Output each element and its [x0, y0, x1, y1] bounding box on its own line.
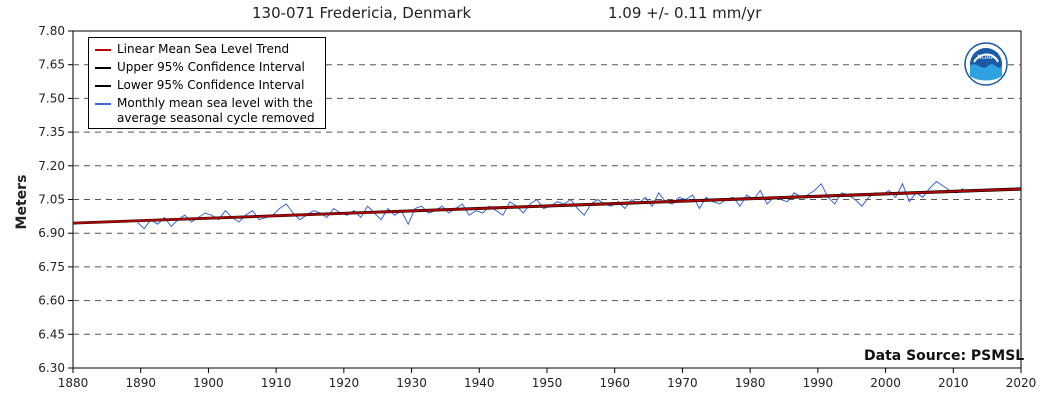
legend-item-trend: Linear Mean Sea Level Trend	[95, 42, 289, 57]
legend-swatch-upper	[95, 67, 111, 69]
y-tick-label: 7.65	[38, 58, 65, 72]
x-tick-label: 2010	[938, 376, 969, 390]
x-tick-label: 1980	[735, 376, 766, 390]
x-tick-label: 1920	[329, 376, 360, 390]
x-tick-label: 1880	[58, 376, 89, 390]
x-tick-label: 1910	[261, 376, 292, 390]
x-tick-label: 1890	[125, 376, 156, 390]
y-tick-label: 7.80	[38, 24, 65, 38]
x-tick-label: 1960	[599, 376, 630, 390]
legend-swatch-trend	[95, 49, 111, 51]
y-axis-label: Meters	[14, 174, 30, 230]
y-tick-label: 6.30	[38, 361, 65, 375]
legend: Linear Mean Sea Level Trend Upper 95% Co…	[88, 37, 326, 129]
x-tick-label: 1900	[193, 376, 224, 390]
y-tick-label: 7.05	[38, 193, 65, 207]
y-tick-label: 7.50	[38, 91, 65, 105]
x-tick-label: 2020	[1006, 376, 1037, 390]
y-tick-label: 7.35	[38, 125, 65, 139]
y-tick-label: 6.45	[38, 327, 65, 341]
noaa-logo-icon: NOAA	[964, 42, 1008, 86]
y-tick-label: 6.90	[38, 226, 65, 240]
legend-label: Lower 95% Confidence Interval	[117, 78, 305, 92]
legend-item-lower: Lower 95% Confidence Interval	[95, 78, 305, 93]
legend-label: Linear Mean Sea Level Trend	[117, 42, 290, 56]
x-tick-label: 1950	[532, 376, 563, 390]
data-source-label: Data Source: PSMSL	[864, 348, 1025, 364]
legend-swatch-lower	[95, 85, 111, 87]
legend-label: Monthly mean sea level with the average …	[117, 96, 315, 125]
x-tick-label: 1970	[667, 376, 698, 390]
x-tick-label: 1990	[803, 376, 834, 390]
y-tick-label: 7.20	[38, 159, 65, 173]
legend-item-upper: Upper 95% Confidence Interval	[95, 60, 305, 75]
noaa-logo-text: NOAA	[977, 54, 995, 61]
x-tick-labels: 1880 1890 1900 1910 1920 1930 1940 1950 1960 1970…	[58, 368, 1037, 390]
series-line-trend	[72, 187, 1022, 225]
legend-swatch-monthly	[95, 103, 111, 105]
y-tick-labels: 7.80 7.65 7.50 7.35 7.20 7.05 6.90 6.75 6.60 6.45…	[38, 24, 73, 375]
x-tick-label: 1940	[464, 376, 495, 390]
x-tick-label: 1930	[396, 376, 427, 390]
x-tick-label: 2000	[870, 376, 901, 390]
legend-item-monthly: Monthly mean sea level with the average …	[95, 96, 315, 126]
legend-label: Upper 95% Confidence Interval	[117, 60, 305, 74]
chart-title: 130-071 Fredericia, Denmark	[252, 4, 472, 22]
series-layer	[72, 180, 1022, 230]
y-tick-label: 6.60	[38, 294, 65, 308]
y-tick-label: 6.75	[38, 260, 65, 274]
chart-subtitle: 1.09 +/- 0.11 mm/yr	[608, 4, 762, 22]
